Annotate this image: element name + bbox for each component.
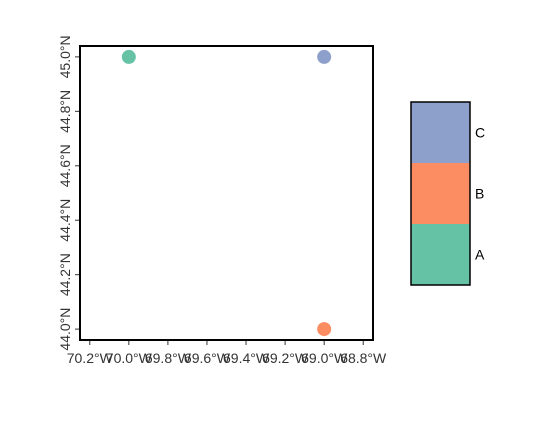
y-tick-label: 44.2°N <box>57 253 73 296</box>
legend-border <box>410 101 471 286</box>
legend-label-c: C <box>475 125 485 141</box>
x-tick-label: 69.8°W <box>145 350 192 366</box>
y-axis: 44.0°N 44.2°N 44.4°N 44.6°N 44.8°N 45.0°N <box>57 35 80 351</box>
x-tick-label: 70.2°W <box>67 350 114 366</box>
legend-label-b: B <box>475 186 484 202</box>
y-tick-label: 45.0°N <box>57 35 73 78</box>
x-tick-label: 69.0°W <box>301 350 348 366</box>
x-tick-label: 69.6°W <box>184 350 231 366</box>
point-a <box>121 49 136 64</box>
legend: C B A <box>410 101 485 286</box>
legend-key-c <box>411 102 470 163</box>
x-tick-label: 70.0°W <box>106 350 153 366</box>
y-tick-label: 44.4°N <box>57 199 73 242</box>
y-tick-label: 44.8°N <box>57 90 73 133</box>
data-points <box>121 49 332 337</box>
point-b <box>317 322 332 337</box>
legend-key-b <box>411 163 470 224</box>
legend-key-a <box>411 224 470 285</box>
y-tick-label: 44.0°N <box>57 308 73 351</box>
map-panel-border <box>79 45 374 341</box>
y-tick-label: 44.6°N <box>57 144 73 187</box>
x-tick-label: 68.8°W <box>340 350 387 366</box>
x-axis: 70.2°W70.0°W69.8°W69.6°W69.4°W69.2°W69.0… <box>67 340 387 366</box>
x-tick-label: 69.2°W <box>262 350 309 366</box>
point-c <box>317 49 332 64</box>
legend-label-a: A <box>475 247 485 263</box>
x-tick-label: 69.4°W <box>223 350 270 366</box>
